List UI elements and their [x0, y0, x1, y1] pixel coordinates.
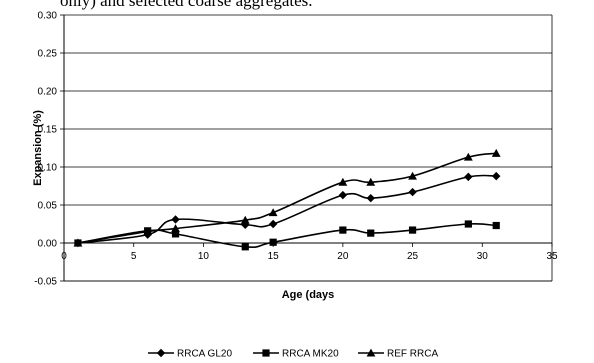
- gridlines: [64, 14, 552, 282]
- point-ref-rrca-4: [268, 208, 278, 217]
- x-tick-label-2: 10: [198, 251, 210, 262]
- point-rrca-mk20-6: [367, 229, 375, 237]
- legend-marker-rrca-mk20: [262, 349, 270, 357]
- point-ref-rrca-1: [143, 227, 153, 236]
- caption-fragment: only) and selected coarse aggregates.: [60, 0, 313, 10]
- x-tick-label-5: 25: [407, 251, 419, 262]
- series-line-ref-rrca: [77, 152, 497, 244]
- x-tick-label-4: 20: [337, 251, 349, 262]
- point-ref-rrca-9: [491, 148, 501, 157]
- point-rrca-mk20-2: [171, 230, 180, 238]
- point-rrca-gl20-9: [492, 171, 501, 181]
- y-tick-label-2: 0.05: [38, 201, 58, 212]
- point-rrca-gl20-7: [408, 187, 417, 197]
- legend-label-rrca-mk20: RRCA MK20: [282, 349, 339, 360]
- legend: RRCA GL20 RRCA MK20 REF RRCA: [148, 349, 438, 360]
- point-rrca-mk20-8: [464, 220, 472, 228]
- point-rrca-gl20-8: [464, 172, 473, 182]
- x-tick-label-7: 35: [546, 251, 558, 262]
- legend-item-ref-rrca: REF RRCA: [358, 349, 438, 360]
- x-tick-label-1: 5: [131, 251, 137, 262]
- x-tick-label-0: 0: [61, 251, 67, 262]
- point-rrca-mk20-4: [269, 238, 277, 246]
- point-ref-rrca-5: [338, 177, 348, 186]
- point-rrca-mk20-7: [408, 226, 417, 234]
- y-tick-label-0: -0.05: [34, 277, 57, 288]
- y-tick-label-7: 0.30: [38, 11, 58, 22]
- point-rrca-gl20-4: [268, 219, 278, 229]
- point-rrca-gl20-5: [338, 190, 348, 200]
- x-tick-label-6: 30: [477, 251, 489, 262]
- point-ref-rrca-8: [463, 152, 473, 161]
- x-tick-label-3: 15: [268, 251, 280, 262]
- point-ref-rrca-3: [240, 215, 250, 224]
- series-line-rrca-gl20: [77, 174, 497, 244]
- y-tick-label-6: 0.25: [38, 49, 58, 60]
- point-ref-rrca-0: [73, 238, 83, 247]
- legend-item-rrca-gl20: RRCA GL20: [148, 349, 232, 360]
- legend-label-rrca-gl20: RRCA GL20: [177, 349, 232, 360]
- y-tick-label-1: 0.00: [38, 239, 58, 250]
- axes: [60, 14, 553, 282]
- point-rrca-gl20-6: [366, 193, 375, 203]
- point-rrca-mk20-5: [339, 226, 347, 234]
- tick-labels: -0.05 0.00 0.05 0.10 0.15 0.20 0.25 0.30 0 5 10 15 2…: [34, 11, 558, 288]
- point-rrca-mk20-3: [241, 243, 249, 251]
- series-ref-rrca: [73, 148, 501, 247]
- point-rrca-mk20-9: [492, 221, 500, 230]
- point-ref-rrca-6: [366, 177, 376, 186]
- y-tick-label-5: 0.20: [38, 87, 58, 98]
- x-axis-title: Age (days: [282, 289, 335, 301]
- y-axis-title: Expansion (%): [32, 110, 44, 186]
- legend-marker-ref-rrca: [366, 348, 376, 357]
- legend-item-rrca-mk20: RRCA MK20: [253, 349, 339, 360]
- y-tick-label-4: 0.15: [38, 125, 58, 136]
- series-layer: [73, 148, 501, 251]
- legend-marker-rrca-gl20: [156, 348, 166, 358]
- y-tick-label-3: 0.10: [38, 163, 58, 174]
- point-rrca-gl20-2: [171, 215, 180, 224]
- point-ref-rrca-7: [408, 171, 417, 180]
- legend-label-ref-rrca: REF RRCA: [387, 349, 438, 360]
- point-ref-rrca-2: [171, 224, 180, 233]
